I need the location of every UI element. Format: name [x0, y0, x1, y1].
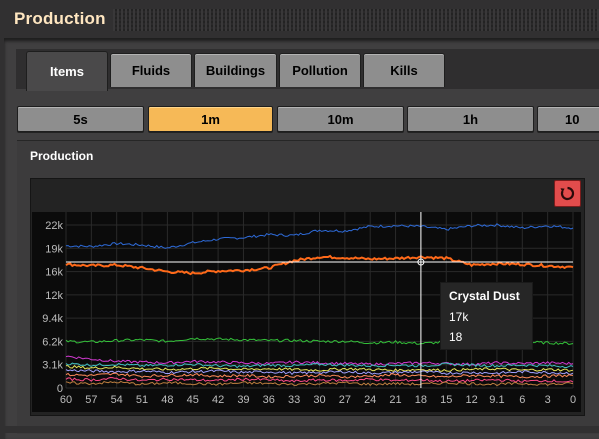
x-tick-label: 36: [263, 394, 275, 406]
x-tick-label: 24: [364, 394, 376, 406]
tab-label: Kills: [390, 63, 418, 78]
series-line: [65, 254, 574, 276]
time-10h-button[interactable]: 10: [537, 106, 599, 132]
x-tick-label: 60: [60, 394, 72, 406]
reset-zoom-button[interactable]: [554, 180, 581, 207]
reset-icon: [560, 186, 575, 201]
tab-pollution[interactable]: Pollution: [279, 53, 361, 87]
crosshair-point: [417, 258, 425, 266]
tab-fluids[interactable]: Fluids: [110, 53, 192, 87]
x-tick-label: 3: [545, 394, 551, 406]
series-line: [65, 355, 574, 366]
x-tick-label: 18: [415, 394, 427, 406]
x-tick-label: 42: [212, 394, 224, 406]
tooltip-count: 18: [449, 330, 463, 344]
x-tick-label: 57: [85, 394, 97, 406]
time-1h-button[interactable]: 1h: [407, 106, 534, 132]
x-tick-label: 27: [339, 394, 351, 406]
time-10m-button[interactable]: 10m: [277, 106, 404, 132]
y-tick-label: 6.2k: [42, 336, 63, 348]
tab-kills[interactable]: Kills: [363, 53, 445, 87]
x-tick-label: 21: [389, 394, 401, 406]
x-tick-label: 30: [313, 394, 325, 406]
y-tick-label: 9.4k: [42, 313, 63, 325]
tab-label: Fluids: [131, 63, 171, 78]
window-title: Production: [14, 9, 106, 28]
tab-label: Items: [50, 64, 84, 79]
series-line: [65, 380, 574, 387]
time-button-label: 1h: [462, 111, 479, 127]
x-tick-label: 39: [237, 394, 249, 406]
series-line: [65, 372, 574, 379]
x-tick-label: 12: [465, 394, 477, 406]
bottom-border: [0, 426, 599, 433]
tab-buildings[interactable]: Buildings: [194, 53, 277, 87]
time-button-label: 5s: [73, 111, 88, 127]
series-line: [65, 362, 574, 369]
x-tick-label: 6: [519, 394, 525, 406]
series-line: [65, 369, 574, 376]
drag-handle[interactable]: [113, 9, 599, 31]
y-tick-label: 22k: [45, 220, 63, 232]
chart-tooltip: [441, 283, 532, 349]
x-tick-label: 45: [187, 394, 199, 406]
x-tick-label: 9.1: [489, 394, 504, 406]
time-5s-button[interactable]: 5s: [17, 106, 144, 132]
y-tick-label: 12k: [45, 290, 63, 302]
x-tick-label: 0: [570, 394, 576, 406]
tooltip-title: Crystal Dust: [449, 289, 520, 303]
y-tick-label: 3.1k: [42, 360, 63, 372]
tab-label: Pollution: [292, 63, 348, 78]
series-line: [65, 223, 574, 249]
time-button-label: 10m: [327, 111, 354, 127]
tooltip-value: 17k: [449, 310, 469, 324]
time-1m-button[interactable]: 1m: [148, 106, 273, 132]
x-tick-label: 33: [288, 394, 300, 406]
tab-items[interactable]: Items: [26, 51, 108, 91]
x-tick-label: 54: [111, 394, 123, 406]
x-tick-label: 15: [440, 394, 452, 406]
time-button-label: 10: [565, 111, 580, 127]
y-tick-label: 0: [57, 383, 63, 395]
time-button-label: 1m: [201, 111, 220, 127]
y-tick-label: 19k: [45, 243, 63, 255]
series-line: [65, 364, 574, 373]
tab-label: Buildings: [205, 63, 266, 78]
x-tick-label: 51: [136, 394, 148, 406]
x-tick-label: 48: [161, 394, 173, 406]
series-line: [65, 376, 574, 383]
y-tick-label: 16k: [45, 267, 63, 279]
panel-label: Production: [30, 149, 94, 163]
